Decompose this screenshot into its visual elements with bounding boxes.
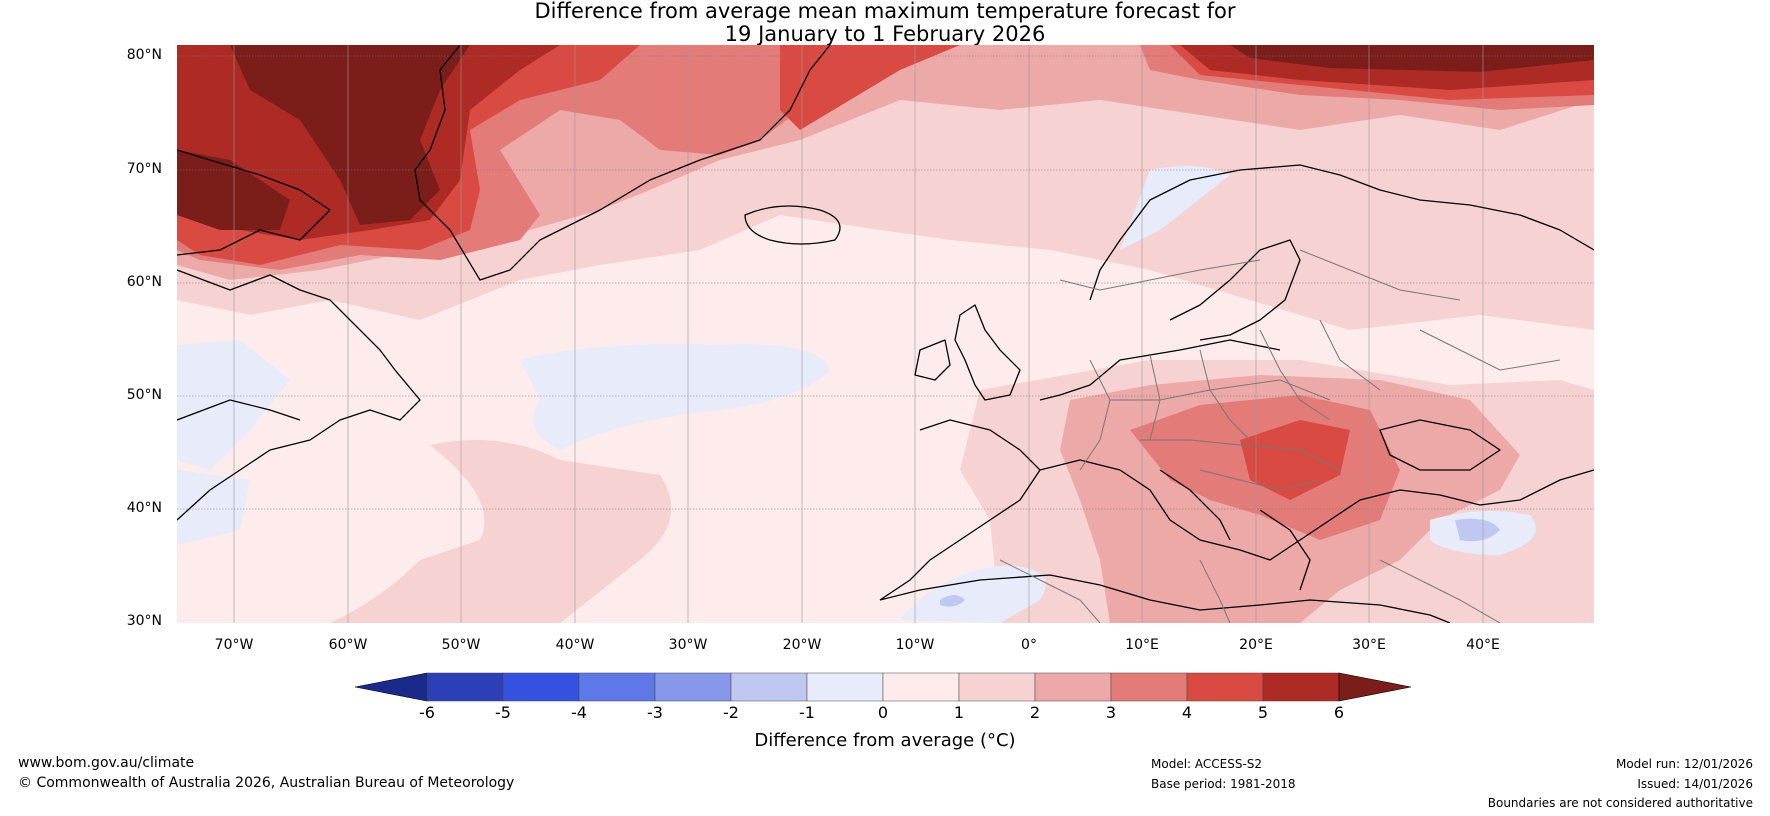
graticule <box>177 55 1594 510</box>
lon-label-40w: 40°W <box>555 637 595 653</box>
colorbar-segment <box>1186 672 1264 702</box>
lon-label-0: 0° <box>1021 637 1037 653</box>
colorbar-tick-label: 3 <box>1105 703 1117 722</box>
colorbar-segment <box>730 672 808 702</box>
colorbar-tick-label: -5 <box>495 703 511 722</box>
lon-label-70w: 70°W <box>214 637 254 653</box>
anomaly-above-6-greenland <box>230 45 470 225</box>
lon-label-50w: 50°W <box>441 637 481 653</box>
anomaly-4-5-svalbard <box>780 45 960 130</box>
lon-label-40e: 40°E <box>1466 637 1500 653</box>
model-name: Model: ACCESS-S2 <box>1151 757 1263 771</box>
colorbar-tick-label: -2 <box>723 703 739 722</box>
colorbar-tick-label: -1 <box>799 703 815 722</box>
issued-date: Issued: 14/01/2026 <box>1637 777 1753 791</box>
anomaly-neg-atlantic <box>520 344 830 450</box>
colorbar-tick-label: 4 <box>1181 703 1193 722</box>
lon-label-10w: 10°W <box>895 637 935 653</box>
coastlines <box>177 45 1594 623</box>
colorbar-tick-label: -3 <box>647 703 663 722</box>
colorbar-tick-label: 1 <box>953 703 965 722</box>
colorbar-extend-high <box>1338 672 1412 702</box>
anomaly-neg-1-2-turkey <box>1455 518 1500 542</box>
lon-label-30e: 30°E <box>1352 637 1386 653</box>
country-borders <box>999 249 1561 623</box>
lat-label-70n: 70°N <box>126 161 162 177</box>
copyright-text: © Commonwealth of Australia 2026, Austra… <box>18 775 515 791</box>
chart-title: Difference from average mean maximum tem… <box>0 0 1770 46</box>
anomaly-above-6-barents <box>1230 45 1594 72</box>
colorbar-segment <box>426 672 504 702</box>
anomaly-neg-morocco <box>900 565 1046 623</box>
colorbar-segment <box>958 672 1036 702</box>
lon-label-60w: 60°W <box>328 637 368 653</box>
colorbar-segment <box>882 672 960 702</box>
anomaly-neg-1-2-morocco <box>940 595 965 607</box>
title-line-1: Difference from average mean maximum tem… <box>534 0 1236 23</box>
anomaly-1-2-atlantic <box>330 440 672 623</box>
colorbar-segment <box>502 672 580 702</box>
title-line-2: 19 January to 1 February 2026 <box>724 22 1046 46</box>
colorbar-extend-low <box>354 672 428 702</box>
colorbar-tick-label: 0 <box>877 703 889 722</box>
colorbar-tick-label: -4 <box>571 703 587 722</box>
colorbar-segment <box>1034 672 1112 702</box>
colorbar-tick-label: -6 <box>419 703 435 722</box>
lat-label-80n: 80°N <box>126 47 162 63</box>
lat-label-50n: 50°N <box>126 387 162 403</box>
anomaly-neg-newfoundland <box>177 340 290 470</box>
colorbar-tick-label: 2 <box>1029 703 1041 722</box>
anomaly-4-5-balkans <box>1240 420 1350 500</box>
lat-label-30n: 30°N <box>126 613 162 629</box>
lon-label-20e: 20°E <box>1239 637 1273 653</box>
colorbar-label: Difference from average (°C) <box>754 730 1016 751</box>
base-period: Base period: 1981-2018 <box>1151 777 1296 791</box>
boundaries-disclaimer: Boundaries are not considered authoritat… <box>1487 796 1753 810</box>
website-link[interactable]: www.bom.gov.au/climate <box>18 755 195 771</box>
lat-label-60n: 60°N <box>126 274 162 290</box>
colorbar <box>354 672 1412 702</box>
model-run-date: Model run: 12/01/2026 <box>1615 757 1753 771</box>
colorbar-tick-label: 6 <box>1333 703 1345 722</box>
colorbar-segment <box>1110 672 1188 702</box>
colorbar-segment <box>1262 672 1340 702</box>
anomaly-field <box>177 45 1594 623</box>
colorbar-segment <box>806 672 884 702</box>
lon-label-20w: 20°W <box>782 637 822 653</box>
lat-label-40n: 40°N <box>126 500 162 516</box>
lon-label-10e: 10°E <box>1125 637 1159 653</box>
anomaly-neg-westatlantic <box>177 470 250 545</box>
colorbar-segment <box>654 672 732 702</box>
anomaly-neg-norway <box>1120 166 1230 250</box>
colorbar-segment <box>578 672 656 702</box>
meridians <box>233 45 1484 623</box>
lon-label-30w: 30°W <box>668 637 708 653</box>
colorbar-tick-label: 5 <box>1257 703 1269 722</box>
